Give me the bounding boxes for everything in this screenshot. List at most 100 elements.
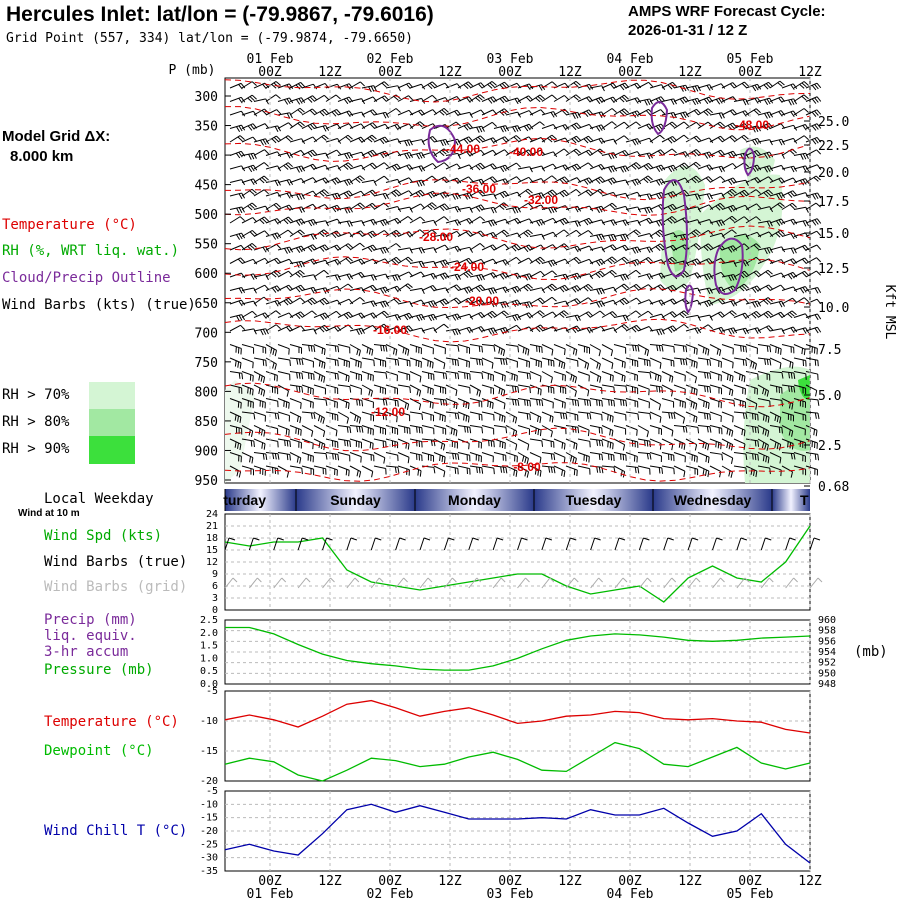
wind-barb: [781, 110, 798, 118]
wind-barb: [769, 284, 786, 291]
wind-barb: [493, 310, 509, 318]
wind-barb: [241, 357, 254, 369]
wind-barb: [241, 217, 258, 224]
wind-barb: [589, 398, 603, 407]
wind-barb: [409, 344, 422, 355]
wind-barb: [673, 465, 686, 478]
wind-barb: [313, 269, 329, 278]
top-time-axis: 00Z 12Z 00Z 12Z 00Z 12Z 00Z 12Z 00Z 12Z 01 Feb 02 F…: [169, 52, 822, 80]
wind-barb: [625, 229, 641, 237]
top-time-tick-label: 12Z: [798, 65, 822, 80]
wind-barb: [805, 175, 821, 183]
top-time-tick-label: 00Z: [378, 65, 402, 80]
wind-barb: [625, 297, 642, 305]
wind-barb: [721, 452, 734, 464]
wind-barb: [433, 97, 450, 103]
wind-barb: [757, 97, 774, 105]
wind-barb: [457, 465, 471, 475]
wind-barb: [745, 357, 757, 370]
surface-wind-barb: [760, 537, 772, 551]
wind-barb: [433, 425, 447, 435]
wind-barb: [301, 297, 318, 306]
wind-barb: [313, 94, 329, 102]
wind-barb: [721, 411, 734, 423]
wind-barb: [805, 452, 820, 461]
wind-barb: [241, 398, 254, 409]
weekday-cell: [772, 489, 810, 511]
wind-barb: [517, 371, 531, 380]
wind-barb: [265, 438, 279, 448]
wind-barb: [493, 218, 510, 225]
wind-barb: [577, 245, 594, 252]
wind-barb: [397, 325, 414, 333]
panel-y-tick-label: 3: [212, 593, 218, 604]
wind-barb: [709, 438, 722, 450]
wind-barb: [601, 311, 618, 318]
wind-barb: [661, 398, 675, 408]
wind-barb: [241, 188, 257, 197]
wind-barb: [721, 162, 738, 170]
legend-rh80-swatch: [89, 409, 135, 437]
wind-barb: [565, 371, 578, 384]
wind-barb: [361, 109, 378, 116]
wind-barb: [529, 149, 546, 156]
wind-barb: [457, 425, 472, 434]
wind-barb: [517, 301, 533, 309]
wind-barb: [793, 220, 809, 227]
panel-frame: [224, 619, 811, 685]
grid-wind-barb: [687, 577, 701, 589]
panel-y-tick-label: 0: [212, 605, 218, 616]
wind-barb: [349, 384, 362, 395]
wind-barb: [637, 425, 649, 438]
wind-barb: [433, 384, 447, 395]
wind-barb: [421, 465, 436, 474]
bottom-time-tick-label: 00Z: [258, 874, 282, 889]
wind-barb: [613, 452, 627, 461]
wind-barb: [541, 175, 557, 183]
wind-barb: [613, 438, 626, 451]
wind-barb: [277, 357, 291, 366]
wind-barb: [325, 438, 339, 448]
grid-point-label: Grid Point (557, 334) lat/lon = (-79.987…: [6, 31, 413, 46]
wind-barb: [505, 324, 522, 332]
wind-barb: [541, 425, 553, 438]
wind-barb: [793, 178, 810, 186]
wind-barb: [481, 425, 495, 435]
wind-barb: [433, 371, 448, 380]
wind-barb: [637, 310, 653, 318]
wind-barb: [769, 164, 786, 171]
wind-barb: [325, 299, 342, 306]
wind-barb: [757, 176, 774, 183]
wind-barb: [553, 258, 570, 265]
wind-barb: [361, 162, 378, 170]
wind-barb: [745, 216, 761, 224]
wind-barb: [553, 465, 566, 477]
wind-barb: [517, 188, 533, 197]
wind-barb: [589, 452, 604, 461]
wind-barb: [733, 81, 750, 89]
wind-barb: [229, 244, 246, 251]
height-tick-label: 5.0: [818, 389, 841, 404]
weekday-cell: [534, 489, 653, 511]
wind-barb: [313, 164, 330, 171]
wind-barb: [349, 220, 365, 227]
wind-barb: [313, 344, 326, 356]
wind-barb: [721, 215, 737, 224]
wind-barb: [301, 149, 318, 158]
wind-barb: [361, 344, 374, 356]
wind-barb: [517, 357, 530, 368]
wind-barb: [673, 371, 686, 382]
wind-barb: [745, 310, 761, 319]
panel-y-tick-label: -25: [200, 839, 218, 850]
wind-barb: [457, 123, 474, 131]
wind-barb: [361, 384, 373, 397]
wind-barb: [673, 411, 686, 424]
wind-barb: [589, 300, 606, 308]
wind-barb: [793, 411, 807, 421]
wind-barb: [457, 438, 470, 450]
wind-barb: [757, 310, 773, 319]
wind-barb: [241, 136, 258, 143]
wind-barb: [241, 452, 254, 464]
wind-barb: [733, 357, 747, 367]
wind-barb: [493, 344, 506, 357]
